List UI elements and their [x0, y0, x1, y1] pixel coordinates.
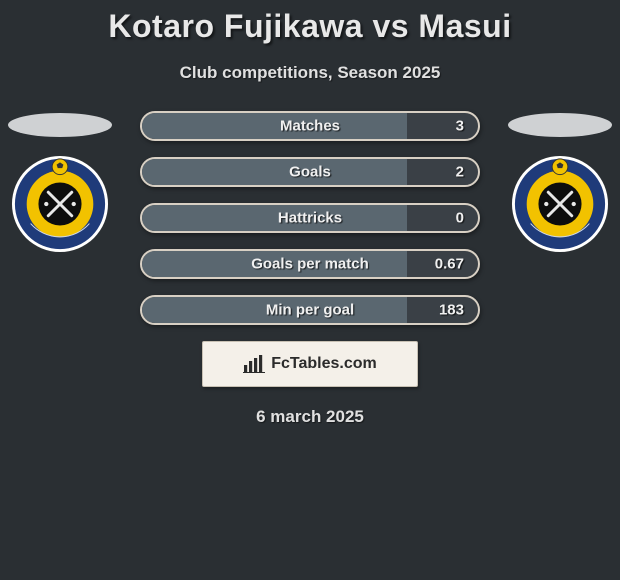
player-right-column [500, 111, 620, 253]
comparison-panel: Matches 3 Goals 2 Hattricks 0 Goals per match 0… [0, 111, 620, 427]
stat-value: 2 [456, 164, 464, 181]
stat-label: Min per goal [266, 302, 354, 319]
stat-row: Hattricks 0 [140, 203, 480, 233]
player-right-placeholder-icon [508, 113, 612, 137]
stat-value: 3 [456, 118, 464, 135]
date-label: 6 march 2025 [0, 407, 620, 427]
player-left-column [0, 111, 120, 253]
stat-bars: Matches 3 Goals 2 Hattricks 0 Goals per match 0… [140, 111, 480, 325]
club-crest-left-icon [11, 155, 109, 253]
stat-label: Goals per match [251, 256, 369, 273]
stat-row: Min per goal 183 [140, 295, 480, 325]
stat-label: Hattricks [278, 210, 342, 227]
stat-row: Goals per match 0.67 [140, 249, 480, 279]
stat-label: Goals [289, 164, 331, 181]
branding-text: FcTables.com [271, 355, 377, 373]
page-title: Kotaro Fujikawa vs Masui [0, 0, 620, 45]
branding-badge: FcTables.com [202, 341, 418, 387]
stat-label: Matches [280, 118, 340, 135]
stat-bar-fill [142, 113, 407, 139]
subtitle: Club competitions, Season 2025 [0, 63, 620, 83]
stat-bar-fill [142, 159, 407, 185]
player-left-placeholder-icon [8, 113, 112, 137]
club-crest-right-icon [511, 155, 609, 253]
stat-value: 0 [456, 210, 464, 227]
stat-bar-fill [142, 205, 407, 231]
stat-value: 183 [439, 302, 464, 319]
bar-chart-icon [243, 355, 265, 373]
stat-value: 0.67 [435, 256, 464, 273]
stat-row: Goals 2 [140, 157, 480, 187]
stat-row: Matches 3 [140, 111, 480, 141]
